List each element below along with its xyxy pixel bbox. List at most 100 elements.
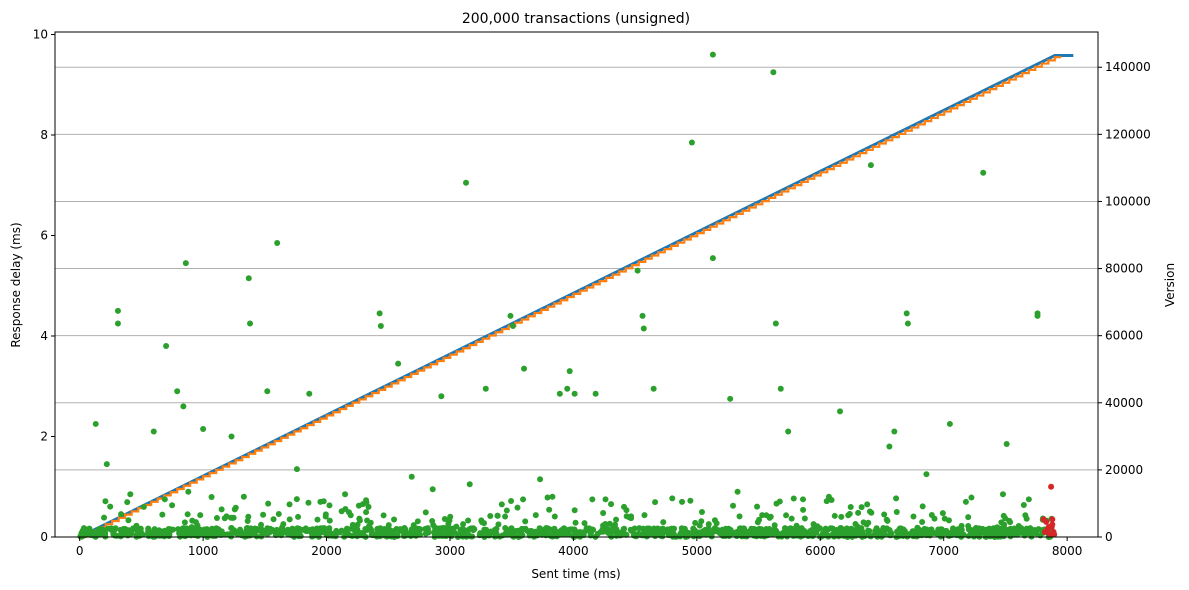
point-background-delay <box>577 529 584 536</box>
point-background-delay <box>998 519 1005 526</box>
point-background-delay <box>293 496 300 503</box>
x-tick-label: 7000 <box>928 544 959 558</box>
point-background-delay <box>745 528 752 535</box>
point-background-delay <box>383 527 390 534</box>
point-background-delay <box>702 529 709 536</box>
point-response-delay <box>228 433 235 440</box>
point-background-delay <box>1022 512 1029 519</box>
point-background-delay <box>571 507 578 514</box>
point-response-delay <box>245 275 252 282</box>
point-response-delay <box>903 310 910 317</box>
point-response-delay <box>999 491 1006 498</box>
point-background-delay <box>736 513 743 520</box>
point-background-delay <box>838 513 845 520</box>
point-background-delay <box>487 512 494 519</box>
point-background-delay <box>478 517 485 524</box>
point-response-delay <box>103 461 110 468</box>
point-response-delay <box>218 506 225 513</box>
point-background-delay <box>973 525 980 532</box>
point-background-delay <box>460 521 467 528</box>
point-background-delay <box>145 525 152 532</box>
point-background-delay <box>122 526 129 533</box>
point-response-delay <box>498 501 505 508</box>
point-response-delay <box>174 388 181 395</box>
point-background-delay <box>867 533 874 540</box>
point-response-delay <box>639 312 646 319</box>
point-background-delay <box>692 519 699 526</box>
point-response-delay <box>537 476 544 483</box>
point-background-delay <box>956 531 963 538</box>
y2-tick-label: 80000 <box>1105 262 1143 276</box>
point-background-delay <box>112 525 119 532</box>
point-background-delay <box>541 527 548 534</box>
point-response-delay <box>867 162 874 169</box>
point-background-delay <box>441 516 448 523</box>
plot-frame <box>54 31 1099 538</box>
point-background-delay <box>756 516 763 523</box>
point-background-delay <box>860 519 867 526</box>
point-background-delay <box>211 530 218 537</box>
point-background-delay <box>587 530 594 537</box>
point-background-delay <box>136 528 143 535</box>
point-background-delay <box>919 518 926 525</box>
point-background-delay <box>965 526 972 533</box>
point-background-delay <box>377 525 384 532</box>
point-background-delay <box>302 525 309 532</box>
point-background-delay <box>858 504 865 511</box>
point-response-delay <box>734 488 741 495</box>
point-red-delay <box>1048 523 1055 530</box>
point-background-delay <box>860 533 867 540</box>
point-background-delay <box>412 531 419 538</box>
point-background-delay <box>279 524 286 531</box>
point-background-delay <box>355 502 362 509</box>
point-background-delay <box>652 499 659 506</box>
point-background-delay <box>551 513 558 520</box>
point-background-delay <box>417 526 424 533</box>
point-background-delay <box>442 532 449 539</box>
point-background-delay <box>608 501 615 508</box>
point-background-delay <box>659 533 666 540</box>
point-background-delay <box>852 520 859 527</box>
point-background-delay <box>881 511 888 518</box>
point-response-delay <box>466 481 473 488</box>
point-background-delay <box>266 529 273 536</box>
point-response-delay <box>150 428 157 435</box>
point-response-delay <box>709 51 716 58</box>
point-background-delay <box>1023 525 1030 532</box>
point-response-delay <box>163 343 170 350</box>
point-background-delay <box>935 531 942 538</box>
point-response-delay <box>825 493 832 500</box>
point-background-delay <box>494 512 501 519</box>
point-background-delay <box>647 530 654 537</box>
point-background-delay <box>429 518 436 525</box>
y-tick-label: 0 <box>40 530 48 544</box>
point-background-delay <box>286 516 293 523</box>
point-background-delay <box>600 509 607 516</box>
point-background-delay <box>422 509 429 516</box>
point-response-delay <box>923 471 930 478</box>
point-background-delay <box>868 509 875 516</box>
point-background-delay <box>483 530 490 537</box>
point-response-delay <box>650 385 657 392</box>
chart-title: 200,000 transactions (unsigned) <box>462 11 690 27</box>
y2-tick-label: 20000 <box>1105 463 1143 477</box>
series-version-step <box>79 56 1062 539</box>
point-background-delay <box>330 530 337 537</box>
point-background-delay <box>517 533 524 540</box>
point-background-delay <box>489 529 496 536</box>
point-background-delay <box>667 527 674 534</box>
point-background-delay <box>690 529 697 536</box>
point-background-delay <box>526 532 533 539</box>
point-background-delay <box>831 512 838 519</box>
point-background-delay <box>459 526 466 533</box>
point-background-delay <box>260 530 267 537</box>
point-response-delay <box>571 390 578 397</box>
point-response-delay <box>293 466 300 473</box>
point-background-delay <box>514 504 521 511</box>
point-response-delay <box>114 320 121 327</box>
point-response-delay <box>602 496 609 503</box>
point-background-delay <box>175 526 182 533</box>
point-response-delay <box>317 498 324 505</box>
y-tick-label: 2 <box>40 430 48 444</box>
point-background-delay <box>107 503 114 510</box>
